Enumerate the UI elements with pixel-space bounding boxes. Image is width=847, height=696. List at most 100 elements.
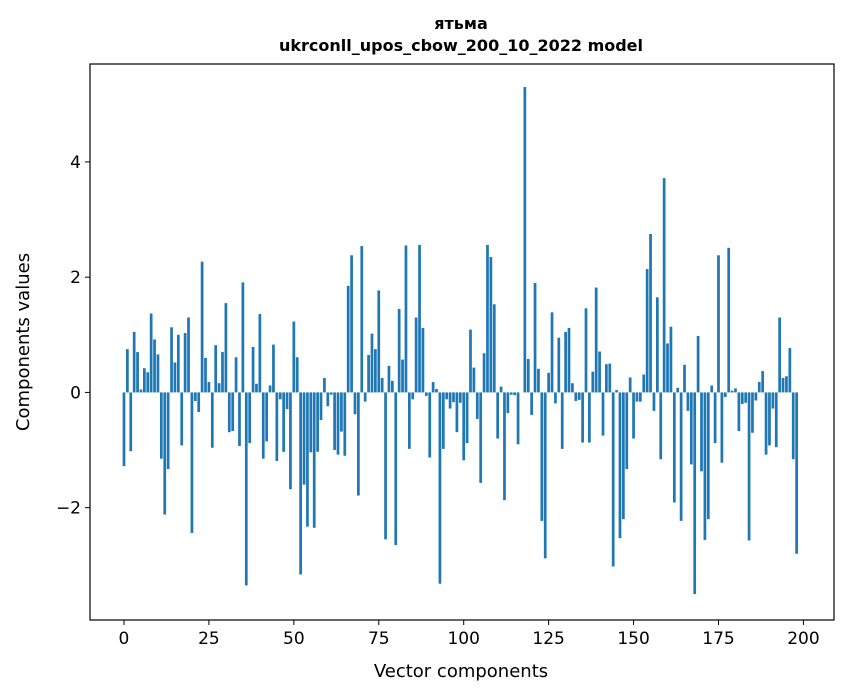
bar <box>645 269 649 393</box>
bar <box>418 244 421 393</box>
bar <box>740 392 744 404</box>
y-axis-label: Components values <box>13 253 34 431</box>
bar <box>523 87 527 393</box>
chart-title-line1: ятьма <box>434 14 488 33</box>
bar <box>496 392 500 439</box>
y-tick-label: −2 <box>56 499 81 519</box>
bar <box>448 392 452 409</box>
bar <box>469 329 472 393</box>
bar <box>591 371 595 393</box>
bar <box>774 392 778 448</box>
bar <box>217 383 221 393</box>
bar <box>550 312 554 393</box>
bar <box>696 335 700 393</box>
bar <box>676 387 680 393</box>
bar <box>506 392 510 414</box>
bar <box>289 392 292 490</box>
bar <box>547 372 550 393</box>
x-tick-label: 125 <box>532 629 564 649</box>
bar <box>581 392 584 443</box>
bar <box>323 378 326 393</box>
bar <box>282 392 285 452</box>
bar <box>683 364 686 393</box>
bar <box>492 304 496 393</box>
bar <box>686 392 690 411</box>
bar <box>238 392 241 446</box>
bar <box>170 327 173 393</box>
bar <box>554 392 557 404</box>
bar <box>608 363 612 393</box>
y-tick-label: 2 <box>70 268 81 288</box>
bar <box>306 392 309 527</box>
bar <box>625 392 629 470</box>
bar <box>139 389 143 393</box>
bar <box>377 290 381 393</box>
bar <box>360 246 364 393</box>
bar <box>713 392 717 444</box>
bar <box>499 386 503 393</box>
bar <box>605 364 608 393</box>
bar <box>244 392 248 586</box>
bar <box>159 392 163 459</box>
bar <box>503 392 506 501</box>
bar <box>309 392 313 453</box>
bar <box>486 244 489 393</box>
bar <box>557 337 561 393</box>
bar <box>346 285 350 393</box>
bar <box>231 392 235 432</box>
bar <box>785 376 788 393</box>
bar <box>771 392 775 409</box>
bar <box>465 392 469 444</box>
x-tick-label: 150 <box>617 629 649 649</box>
bar <box>353 392 357 415</box>
bar <box>261 392 265 459</box>
bar <box>778 317 781 393</box>
bar <box>723 392 727 398</box>
plot-frame <box>89 63 835 621</box>
bar <box>153 339 156 393</box>
bar <box>795 392 798 554</box>
bar <box>384 392 387 540</box>
bar <box>635 392 639 402</box>
bar <box>350 255 353 393</box>
bar <box>285 392 289 410</box>
bar <box>197 392 201 412</box>
bar <box>537 368 540 393</box>
bar <box>706 392 710 520</box>
bar <box>693 392 697 595</box>
bar <box>255 383 258 393</box>
bar <box>265 392 269 442</box>
bar <box>757 382 761 393</box>
bar <box>431 382 435 393</box>
bar <box>458 392 462 403</box>
bar <box>455 392 459 433</box>
bar <box>241 282 245 393</box>
bar <box>122 392 126 467</box>
bar <box>489 257 493 393</box>
bar <box>588 392 591 443</box>
bar <box>655 297 659 393</box>
bar <box>540 392 544 521</box>
bar <box>234 357 238 393</box>
bar <box>615 390 618 393</box>
bar <box>526 359 530 393</box>
bar <box>788 348 792 393</box>
bar <box>516 392 520 445</box>
bar <box>639 392 642 402</box>
bar <box>401 359 404 393</box>
bar <box>598 351 601 393</box>
bar <box>479 392 483 483</box>
bar <box>577 392 581 400</box>
bar <box>672 392 676 503</box>
bar <box>689 392 693 465</box>
bar <box>411 392 415 400</box>
bar <box>126 349 129 393</box>
bar <box>632 392 635 439</box>
bar <box>475 392 479 419</box>
bar <box>703 392 707 540</box>
bar <box>564 331 567 393</box>
bar <box>574 392 578 402</box>
bar <box>173 362 177 393</box>
bar <box>204 357 207 393</box>
bar <box>183 333 187 393</box>
